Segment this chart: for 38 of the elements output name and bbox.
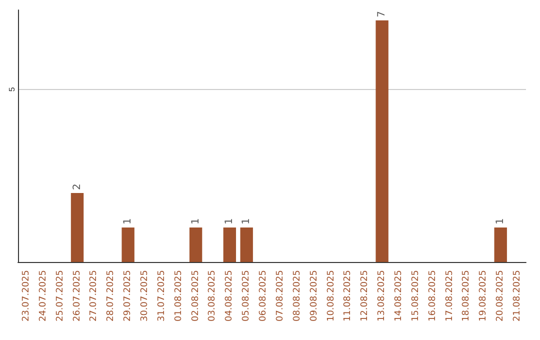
- x-tick-label: 02.08.2025: [190, 270, 201, 322]
- x-tick-label: 16.08.2025: [428, 270, 438, 322]
- data-label: 1: [241, 218, 252, 224]
- x-tick-label: 30.07.2025: [140, 270, 150, 322]
- x-tick-label: 17.08.2025: [444, 270, 455, 322]
- data-label: 2: [72, 184, 83, 190]
- x-tick-label: 08.08.2025: [292, 270, 302, 322]
- x-tick-label: 31.07.2025: [156, 270, 167, 322]
- x-tick-label: 26.07.2025: [72, 270, 82, 322]
- x-tick-label: 04.08.2025: [224, 270, 235, 322]
- x-tick-label: 05.08.2025: [242, 270, 252, 322]
- data-label: 1: [122, 218, 134, 224]
- data-label: 1: [224, 218, 236, 224]
- x-tick-label: 19.08.2025: [478, 270, 489, 322]
- x-tick-label: 23.07.2025: [21, 270, 32, 322]
- x-tick-label: 07.08.2025: [275, 270, 286, 322]
- x-tick-label: 27.07.2025: [89, 270, 100, 322]
- x-tick-label: 10.08.2025: [326, 270, 336, 322]
- x-tick-label: 14.08.2025: [394, 270, 404, 322]
- x-tick-label: 13.08.2025: [377, 270, 388, 322]
- x-tick-label: 03.08.2025: [208, 270, 218, 322]
- x-tick-label: 11.08.2025: [343, 270, 354, 322]
- x-tick-label: 25.07.2025: [55, 270, 66, 322]
- x-tick-label: 18.08.2025: [462, 270, 472, 322]
- y-tick-label: 5: [8, 86, 16, 92]
- x-tick-label: 06.08.2025: [258, 270, 269, 322]
- x-tick-label: 12.08.2025: [360, 270, 370, 322]
- data-label: 7: [376, 10, 388, 18]
- x-tick-label: 09.08.2025: [309, 270, 320, 322]
- x-tick-label: 28.07.2025: [106, 270, 116, 322]
- x-tick-label: 20.08.2025: [496, 270, 506, 322]
- x-tick-label: 24.07.2025: [38, 270, 48, 322]
- x-tick-label: 01.08.2025: [174, 270, 184, 322]
- x-tick-label: 29.07.2025: [123, 270, 134, 322]
- data-label: 1: [495, 218, 506, 224]
- data-label: 1: [190, 218, 202, 224]
- x-tick-label: 21.08.2025: [512, 270, 523, 322]
- x-tick-label: 15.08.2025: [410, 270, 421, 322]
